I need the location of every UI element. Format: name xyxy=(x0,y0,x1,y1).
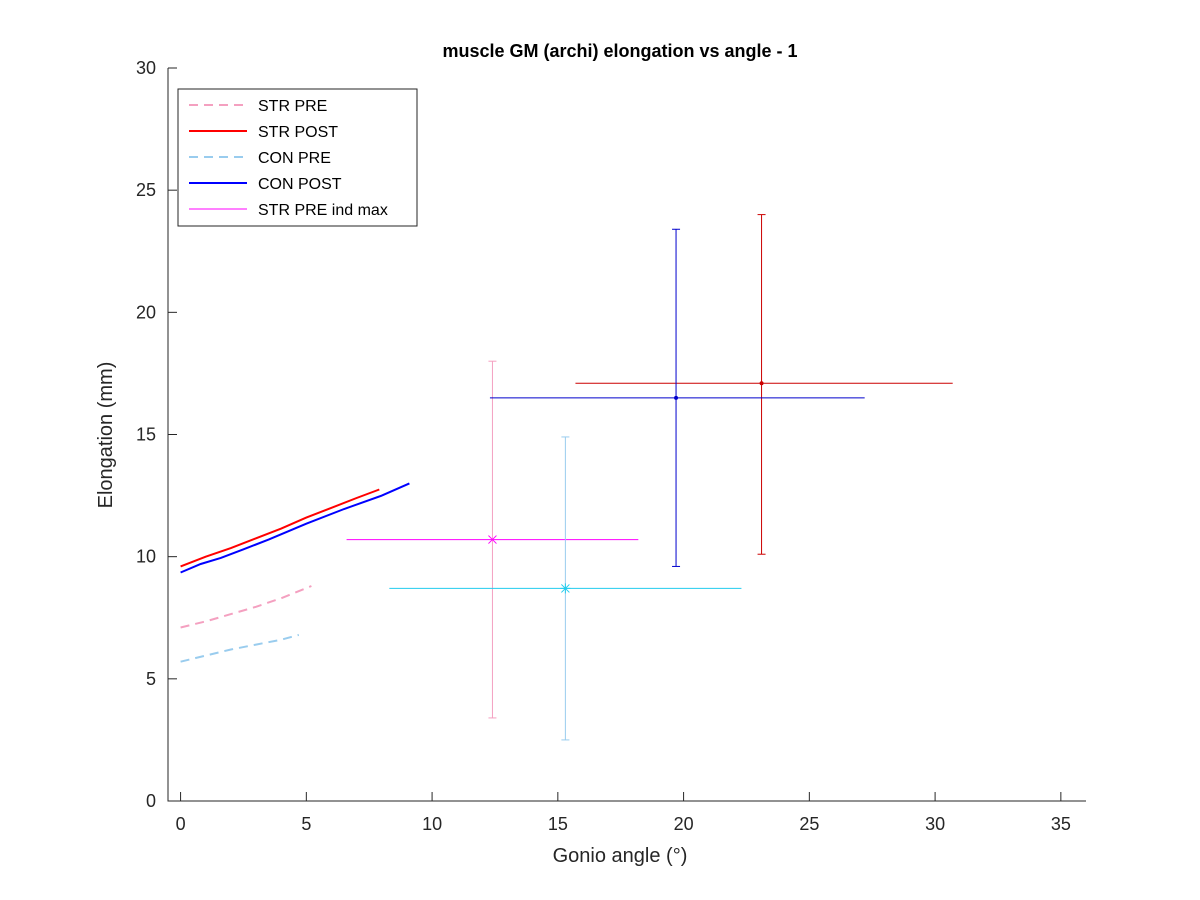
legend-label: CON PRE xyxy=(258,150,331,167)
error-bar xyxy=(346,535,639,544)
x-tick-label: 35 xyxy=(1051,814,1071,834)
dot-marker xyxy=(674,395,679,400)
y-tick-label: 0 xyxy=(146,791,156,811)
error-bar xyxy=(575,214,953,555)
legend-box xyxy=(177,88,418,227)
x-tick-label: 5 xyxy=(301,814,311,834)
series-line-str-post xyxy=(180,488,380,568)
dot-marker xyxy=(759,381,764,386)
y-tick-label: 25 xyxy=(136,180,156,200)
x-tick-label: 20 xyxy=(674,814,694,834)
series-line-str-pre xyxy=(180,585,312,629)
y-tick-label: 15 xyxy=(136,425,156,445)
x-axis-label: Gonio angle (°) xyxy=(553,845,688,867)
x-tick-label: 0 xyxy=(176,814,186,834)
ticks: 0 5 10 15 20 25 30 35 0 5 10 15 20 25 30 xyxy=(136,58,1071,834)
y-tick-label: 5 xyxy=(146,669,156,689)
legend: STR PRE STR POST CON PRE CON POST STR PRE in… xyxy=(177,88,418,227)
series-line-con-post xyxy=(180,482,410,574)
series-line-con-pre xyxy=(180,633,300,663)
x-marker xyxy=(488,535,497,544)
legend-label: STR POST xyxy=(258,124,338,141)
chart-title: muscle GM (archi) elongation vs angle - … xyxy=(442,41,797,61)
y-tick-label: 10 xyxy=(136,547,156,567)
legend-label: CON POST xyxy=(258,176,342,193)
legend-label: STR PRE xyxy=(258,98,327,115)
y-axis-label: Elongation (mm) xyxy=(95,362,117,509)
plot-area xyxy=(180,214,953,741)
error-bar xyxy=(489,228,865,567)
y-tick-label: 30 xyxy=(136,58,156,78)
x-tick-label: 15 xyxy=(548,814,568,834)
x-tick-label: 25 xyxy=(799,814,819,834)
y-tick-label: 20 xyxy=(136,302,156,322)
legend-label: STR PRE ind max xyxy=(258,202,388,219)
error-bar xyxy=(389,583,742,594)
x-tick-label: 30 xyxy=(925,814,945,834)
x-tick-label: 10 xyxy=(422,814,442,834)
star-marker xyxy=(560,583,571,594)
